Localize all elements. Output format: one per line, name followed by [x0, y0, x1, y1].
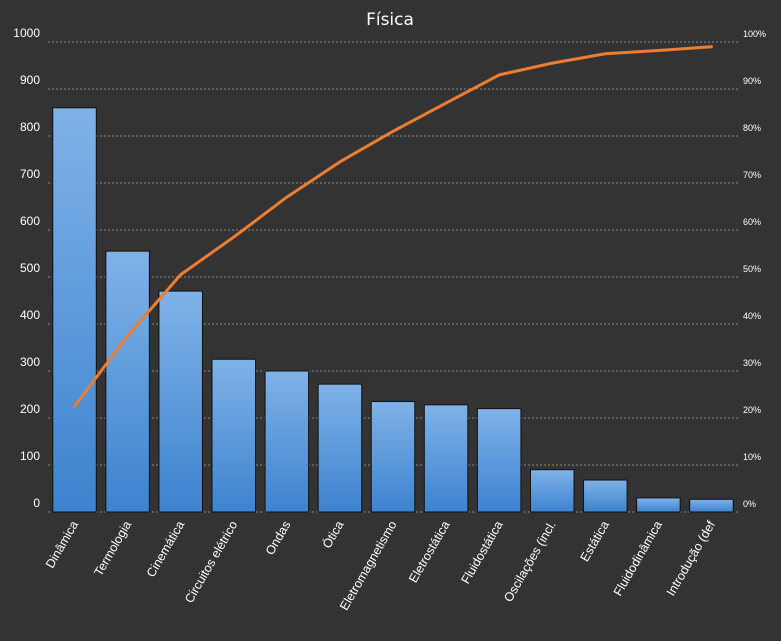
- bar: [264, 370, 310, 513]
- y2-tick-label: 80%: [743, 123, 761, 133]
- bar: [211, 358, 257, 513]
- cumulative-line: [73, 45, 713, 408]
- y-tick-label: 500: [20, 261, 40, 275]
- bar: [689, 498, 734, 513]
- bar: [636, 497, 681, 513]
- y-axis-primary: 0 100 200 300 400 500 600 700 800 900 1000: [13, 26, 40, 510]
- bar: [529, 469, 575, 513]
- bar: [583, 479, 628, 513]
- y-axis-secondary: 0% 10% 20% 30% 40% 50% 60% 70% 80% 90% 100%: [743, 29, 766, 509]
- y2-tick-label: 90%: [743, 76, 761, 86]
- bar: [423, 404, 469, 513]
- y-tick-label: 900: [20, 73, 40, 87]
- y-tick-label: 1000: [13, 26, 40, 40]
- y-tick-label: 0: [33, 496, 40, 510]
- y2-tick-label: 20%: [743, 405, 761, 415]
- y2-tick-label: 10%: [743, 452, 761, 462]
- y-tick-label: 600: [20, 214, 40, 228]
- y2-tick-label: 70%: [743, 170, 761, 180]
- bar: [317, 383, 363, 513]
- y-tick-label: 400: [20, 308, 40, 322]
- y-tick-label: 100: [20, 449, 40, 463]
- y2-tick-label: 100%: [743, 29, 766, 39]
- cumulative-line-series: [73, 45, 713, 408]
- bar: [105, 250, 150, 513]
- y2-tick-label: 0%: [743, 499, 756, 509]
- bar-series: [52, 107, 734, 513]
- y2-tick-label: 50%: [743, 264, 761, 274]
- y2-tick-label: 40%: [743, 311, 761, 321]
- bar: [52, 107, 97, 513]
- bar: [158, 290, 203, 513]
- bar: [370, 401, 416, 513]
- y2-tick-label: 30%: [743, 358, 761, 368]
- bar: [476, 408, 522, 513]
- chart-title: Física: [366, 10, 414, 30]
- y-tick-label: 200: [20, 402, 40, 416]
- y-tick-label: 300: [20, 355, 40, 369]
- y-tick-label: 800: [20, 120, 40, 134]
- y2-tick-label: 60%: [743, 217, 761, 227]
- y-tick-label: 700: [20, 167, 40, 181]
